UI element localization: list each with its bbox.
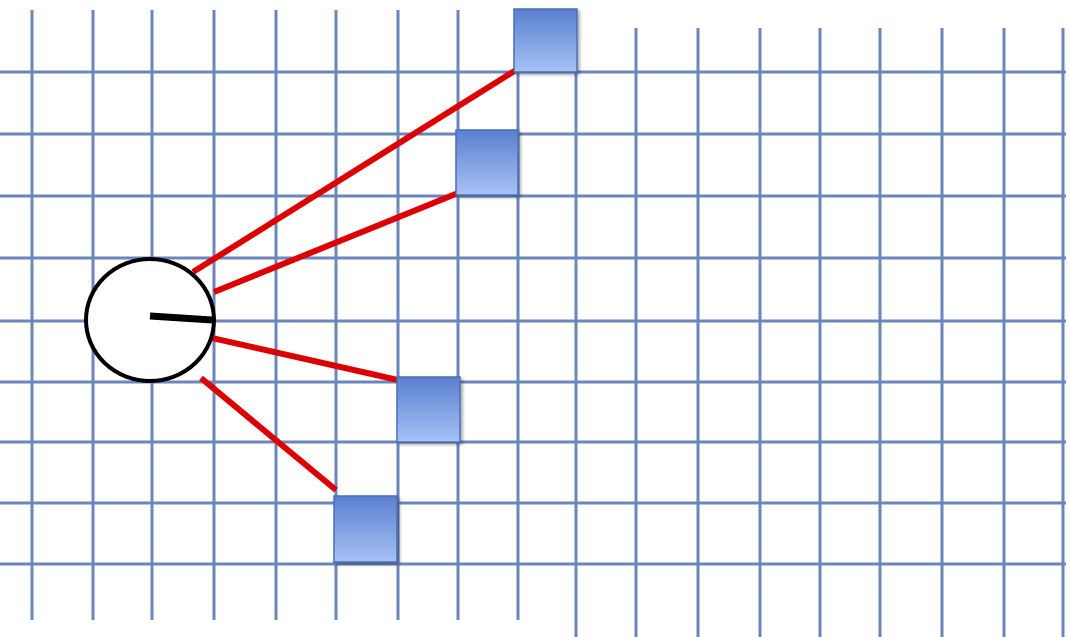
sensor-rays [191,67,518,493]
obstacle-block-4 [333,495,398,563]
sensor-ray-4 [199,375,338,493]
robot-heading-indicator [149,312,213,324]
sensor-ray-2 [212,190,460,295]
obstacle-block-3 [396,376,461,443]
sensor-ray-3 [211,335,399,383]
sensor-ray-1 [191,67,518,275]
robot [84,257,216,383]
obstacles [333,8,578,563]
obstacle-block-1 [513,8,578,73]
robot-body [84,257,216,383]
obstacle-block-2 [455,129,519,196]
